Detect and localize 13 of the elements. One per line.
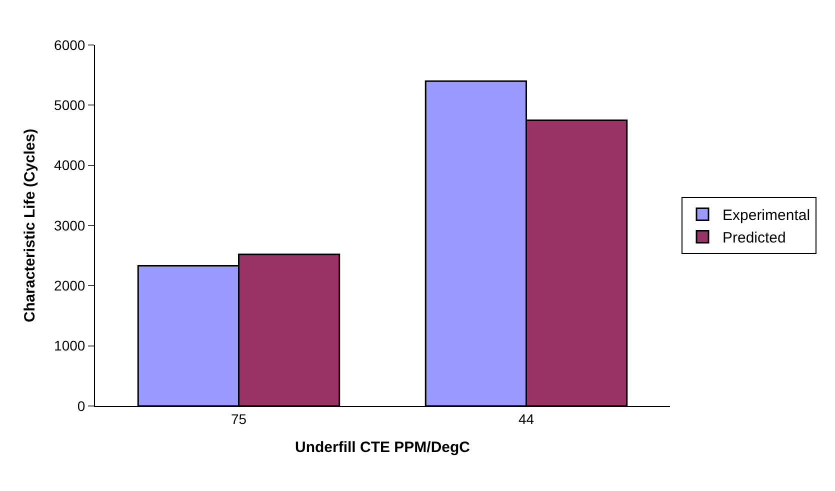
y-tick-label: 2000	[54, 278, 86, 294]
legend-label: Experimental	[722, 207, 810, 224]
y-tick-label: 0	[77, 398, 86, 414]
legend-label: Predicted	[722, 230, 786, 247]
y-tick-label: 5000	[54, 97, 86, 114]
y-tick-label: 3000	[54, 217, 86, 234]
x-tick-label: 44	[518, 410, 534, 427]
y-axis-title: Characteristic Life (Cycles)	[21, 128, 38, 322]
x-tick-label: 75	[230, 410, 247, 427]
y-tick-label: 6000	[54, 36, 86, 53]
y-tick-label: 1000	[54, 338, 86, 354]
y-tick-label: 4000	[54, 157, 86, 174]
x-axis-title: Underfill CTE PPM/DegC	[294, 438, 470, 456]
